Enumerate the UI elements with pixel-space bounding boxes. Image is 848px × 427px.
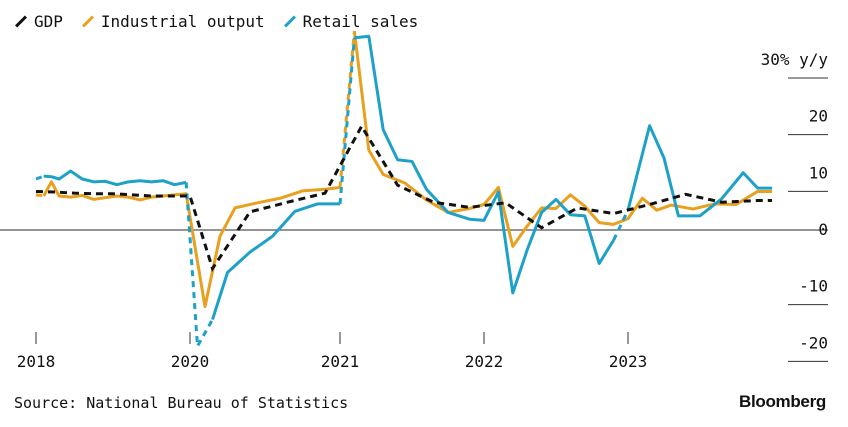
- legend-item-gdp: GDP: [14, 12, 63, 31]
- series-line-retail-sales: [35, 174, 45, 181]
- series-line-retail-sales: [626, 124, 772, 218]
- x-axis-labels: 2018 2020 2021 2022 2023: [17, 352, 648, 371]
- series-line-retail-sales: [338, 37, 356, 205]
- series-line-retail-sales: [43, 169, 187, 187]
- legend-item-retail-sales: Retail sales: [283, 12, 419, 31]
- legend-label-gdp: GDP: [34, 12, 63, 31]
- source-note: Source: National Bureau of Statistics: [14, 394, 349, 412]
- series-line-retail-sales: [354, 34, 615, 295]
- legend-label-retail-sales: Retail sales: [302, 12, 419, 31]
- x-tick-label: 2022: [465, 352, 504, 371]
- series-line-gdp: [35, 123, 772, 272]
- grid: [0, 77, 828, 362]
- legend-item-industrial-output: Industrial output: [81, 12, 265, 31]
- x-tick-label: 2021: [321, 352, 360, 371]
- y-axis-labels: 30% y/y 20 10 0 -10 -20: [761, 50, 829, 352]
- y-tick-label: -10: [799, 277, 828, 296]
- y-tick-label: 10: [809, 163, 828, 182]
- series-line-retail-sales: [211, 202, 340, 320]
- x-tick-label: 2020: [171, 352, 210, 371]
- legend: GDP Industrial output Retail sales: [14, 12, 418, 31]
- series-layer: [35, 30, 772, 348]
- y-tick-label: 30% y/y: [761, 50, 829, 69]
- x-tick-label: 2018: [17, 352, 56, 371]
- brand-logo: Bloomberg: [738, 392, 826, 411]
- series-line-retail-sales: [612, 209, 630, 241]
- x-tick-label: 2023: [609, 352, 648, 371]
- y-tick-label: 0: [818, 220, 828, 239]
- y-tick-label: -20: [799, 333, 828, 352]
- y-tick-label: 20: [809, 107, 828, 126]
- legend-label-industrial-output: Industrial output: [100, 12, 265, 31]
- series-line-industrial-output: [35, 193, 44, 198]
